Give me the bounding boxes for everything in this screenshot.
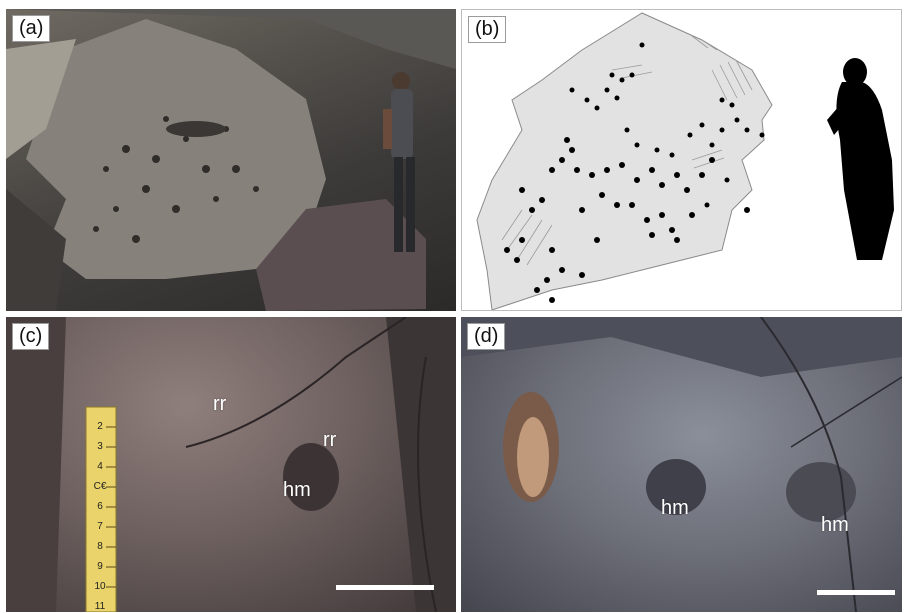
panel-c-label: (c) (12, 323, 50, 350)
person-silhouette (827, 58, 894, 260)
rock-closeup-photo-d (461, 317, 902, 612)
annotation-rr-1: rr (213, 393, 227, 415)
scale-bar-d (817, 590, 895, 595)
rock-slab-photo (6, 9, 456, 311)
panel-a-label: (a) (12, 15, 51, 42)
panel-a-photo: (a) (6, 9, 456, 311)
slab-outline (476, 12, 773, 310)
panel-b-map: (b) (461, 9, 902, 311)
trace-dots (504, 42, 765, 303)
slab-map-drawing (476, 12, 894, 310)
panel-d-label: (d) (467, 323, 506, 350)
scale-bar (336, 585, 434, 590)
ripple-lines (501, 35, 753, 266)
annotation-hm-1: hm (661, 497, 689, 519)
annotation-hm: hm (283, 479, 311, 501)
annotation-hm-2: hm (821, 514, 849, 536)
rock-closeup-photo (6, 317, 456, 612)
panel-b-label: (b) (468, 16, 507, 43)
panel-d-photo: (d) hm hm (461, 317, 902, 612)
ruler (85, 406, 117, 612)
annotation-rr-2: rr (323, 429, 337, 451)
